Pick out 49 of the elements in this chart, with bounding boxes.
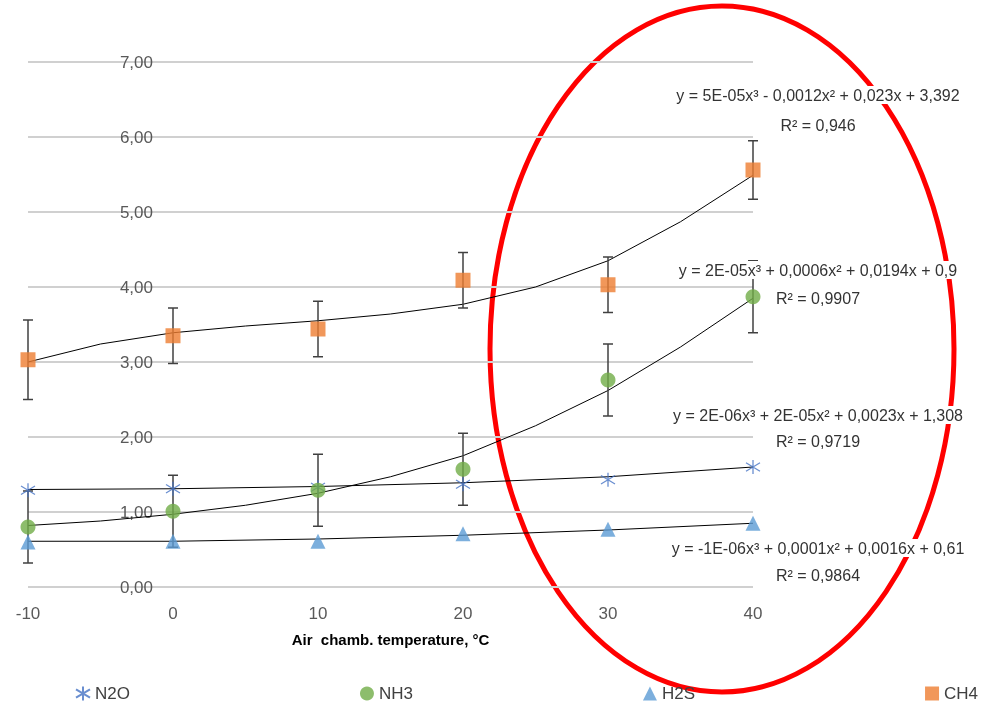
text: R² = 0,9719 [775,432,861,450]
x-tick-label: 40 [743,604,763,623]
point [20,534,36,550]
point [455,526,471,542]
x-tick-label: 20 [453,604,473,623]
legend-label: CH4 [944,684,979,703]
point [165,328,181,344]
point [20,352,36,368]
y-tick-label: 0,00 [119,577,153,597]
point [745,162,761,178]
text: R² = 0,9907 [775,289,861,307]
legend-label: H2S [661,684,696,703]
point [310,321,326,337]
point [600,521,616,537]
x-tick-label: 10 [308,604,328,623]
point [165,481,181,497]
y-tick-label: 3,00 [119,352,153,372]
point [600,372,616,388]
annotation: y = 2E-05x³ + 0,0006x² + 0,0194x + 0,9 [678,261,958,279]
point [745,459,761,475]
y-tick-label: 2,00 [119,427,153,447]
text: R² = 0,9864 [775,566,861,584]
point [455,272,471,288]
y-tick-label: 6,00 [119,127,153,147]
x-tick-label: 0 [168,604,178,623]
point [20,519,36,535]
point [745,515,761,531]
y-tick-label: 5,00 [119,202,153,222]
point [455,461,471,477]
point [20,482,36,498]
point [600,277,616,293]
x-tick-label: 30 [598,604,618,623]
x-tick-label: -10 [15,604,41,623]
legend-label: NH3 [378,684,413,703]
text: R² = 0,946 [780,116,856,134]
y-tick-label: 1,00 [119,502,153,522]
annotation: y = -1E-06x³ + 0,0001x² + 0,0016x + 0,61 [671,539,965,557]
point [745,289,761,305]
point [165,533,181,549]
y-tick-label: 7,00 [119,52,153,72]
x-axis-title: Air chamb. temperature, °C [291,631,490,648]
annotation: y = 2E-06x³ + 2E-05x² + 0,0023x + 1,308 [673,406,964,424]
legend-label: N2O [95,684,130,703]
y-tick-label: 4,00 [119,277,153,297]
point [600,472,616,488]
annotation: y = 5E-05x³ - 0,0012x² + 0,023x + 3,392 [676,86,960,104]
point [310,533,326,549]
point [165,503,181,519]
point [455,476,471,492]
